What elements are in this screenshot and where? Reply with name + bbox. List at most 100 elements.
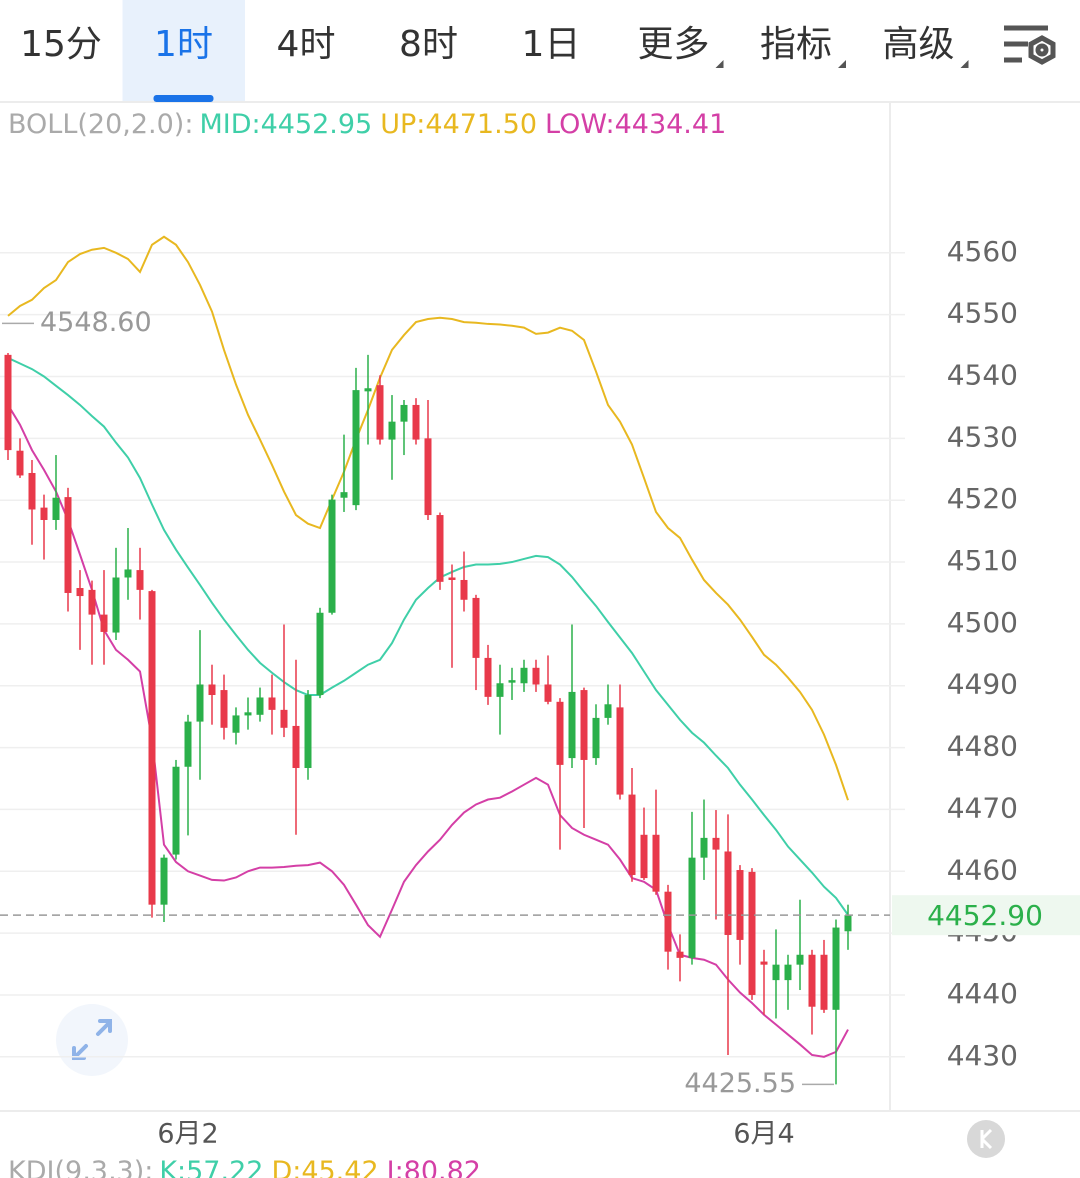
legend-item: MID:4452.95 [199, 109, 372, 140]
candle-body [748, 871, 756, 995]
candle-body [436, 515, 444, 582]
last-price-box [892, 895, 1080, 936]
candle-body [844, 915, 852, 932]
candle-body [664, 891, 672, 952]
candle-body [508, 680, 516, 683]
boll-line [7, 404, 849, 1058]
y-tick-label: 4430 [947, 1039, 1018, 1072]
settings-icon[interactable] [1004, 25, 1056, 65]
candle-body [328, 499, 336, 613]
candle-body [460, 579, 468, 600]
expand-button[interactable] [56, 1004, 128, 1076]
k-icon [980, 1128, 993, 1150]
legend-item: J:80.82 [385, 1156, 481, 1178]
candle-body [724, 851, 732, 935]
tab-label[interactable]: 15分 [20, 24, 102, 65]
candle-body [472, 597, 480, 658]
candle-body [28, 472, 36, 510]
candle-body [784, 964, 792, 981]
candle-body [604, 704, 612, 718]
candle-body [172, 766, 180, 855]
y-tick-label: 4530 [947, 420, 1018, 453]
candle-body [376, 385, 384, 440]
candle-body [208, 684, 216, 696]
candle-body [136, 570, 144, 590]
candle-body [676, 951, 684, 958]
y-tick-label: 4500 [947, 606, 1018, 639]
candle-body [112, 577, 120, 633]
candle-body [64, 497, 72, 593]
boll-line [7, 235, 849, 801]
y-tick-label: 4560 [947, 235, 1018, 268]
candle-body [580, 690, 588, 760]
candle-body [640, 834, 648, 879]
dropdown-caret [715, 60, 724, 68]
candle-body [700, 837, 708, 858]
candle-body [544, 684, 552, 702]
candle-body [496, 683, 504, 697]
candle-body [556, 701, 564, 765]
button-bg [967, 1120, 1005, 1158]
tab-label[interactable]: 8时 [399, 24, 458, 65]
candle-body [244, 712, 252, 716]
candle-body [400, 404, 408, 422]
boll-line [7, 357, 849, 916]
candle-body [424, 438, 432, 516]
tab-label[interactable]: 4时 [277, 24, 336, 65]
x-tick-label: 6月4 [733, 1119, 794, 1150]
candle-body [760, 961, 768, 965]
candle-body [652, 834, 660, 892]
dropdown-caret [960, 60, 969, 68]
tab-label[interactable]: 1日 [522, 24, 581, 65]
candle-body [520, 667, 528, 684]
y-tick-label: 4550 [947, 297, 1018, 330]
boll-legend: BOLL(20,2.0): MID:4452.95 UP:4471.50 LOW:44… [8, 109, 726, 140]
last-price-label: 4452.90 [927, 899, 1043, 932]
legend-item: LOW:4434.41 [545, 109, 726, 140]
candle-body [448, 577, 456, 580]
tab-label[interactable]: 1时 [154, 24, 213, 65]
candle-body [100, 614, 108, 632]
candle-body [52, 497, 60, 520]
k-button[interactable] [967, 1120, 1005, 1158]
candle-body [616, 707, 624, 795]
candle-body [736, 870, 744, 940]
candle-body [688, 857, 696, 958]
candle-body [340, 492, 348, 498]
candle-body [820, 954, 828, 1010]
candle-body [88, 589, 96, 615]
annotation-label: 4548.60 [40, 307, 152, 338]
legend-item: UP:4471.50 [380, 109, 537, 140]
x-tick-label: 6月2 [157, 1119, 218, 1150]
tab-label[interactable]: 高级 [882, 24, 954, 65]
y-tick-label: 4490 [947, 668, 1018, 701]
button-bg [56, 1004, 128, 1076]
tab-label[interactable]: 更多 [637, 24, 709, 65]
kdj-legend: KDJ(9,3,3): K:57.22 D:45.42 J:80.82 [8, 1156, 481, 1178]
candle-body [712, 837, 720, 850]
candle-body [160, 857, 168, 905]
legend-item: D:45.42 [271, 1156, 378, 1178]
candle-body [124, 569, 132, 578]
candle-body [352, 390, 360, 506]
dropdown-caret [838, 60, 846, 68]
candle-body [832, 927, 840, 1010]
candle-body [568, 691, 576, 759]
candle-body [412, 404, 420, 440]
y-tick-label: 4520 [947, 482, 1018, 515]
candle-body [796, 954, 804, 965]
candle-body [256, 697, 264, 715]
candle-body [304, 695, 312, 768]
legend-title: BOLL(20,2.0): [8, 109, 193, 140]
tab-indicator [153, 95, 214, 102]
candle-body [364, 388, 372, 392]
candle-body [40, 507, 48, 520]
candle-body [232, 715, 240, 733]
y-tick-label: 4440 [947, 977, 1018, 1010]
candle-body [184, 721, 192, 767]
y-tick-label: 4540 [947, 359, 1018, 392]
candle-body [280, 709, 288, 728]
tab-label[interactable]: 指标 [760, 24, 832, 65]
